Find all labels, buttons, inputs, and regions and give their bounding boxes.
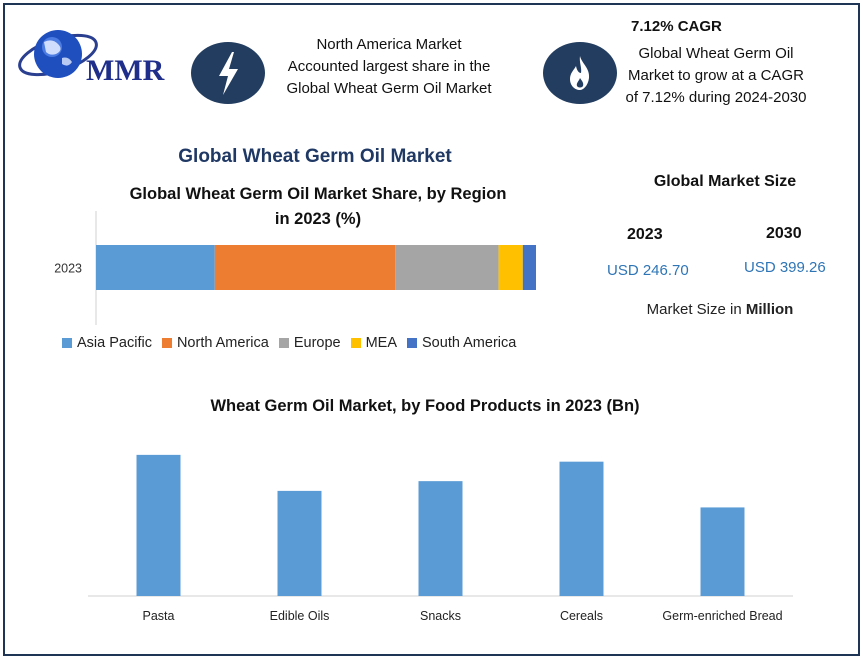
lightning-bolt-icon: [219, 52, 238, 95]
region-chart-legend: Asia Pacific North America Europe MEA South …: [62, 335, 516, 351]
flame-icon: [570, 56, 590, 90]
food-category-label-edible-oils: Edible Oils: [270, 609, 330, 623]
region-bar-segment-europe: [395, 245, 499, 290]
legend-item-north-america: North America: [161, 335, 269, 351]
highlight-left-text: North America Market Accounted largest s…: [262, 34, 516, 100]
cagr-title: 7.12% CAGR: [631, 18, 722, 35]
region-bar-segment-south-america: [522, 245, 536, 290]
infographic-frame: [3, 3, 860, 656]
market-size-value-2023: USD 246.70: [607, 262, 689, 279]
legend-label-north-america: North America: [176, 335, 269, 351]
food-products-chart-title: Wheat Germ Oil Market, by Food Products …: [210, 397, 640, 415]
market-size-note-prefix: Market Size in: [646, 301, 746, 318]
highlight-left-line-3: Global Wheat Germ Oil Market: [286, 80, 492, 97]
logo-text: MMR: [86, 54, 165, 87]
highlight-right-line-3: of 7.12% during 2024-2030: [625, 89, 807, 106]
legend-label-mea: MEA: [365, 335, 398, 351]
legend-label-europe: Europe: [293, 335, 341, 351]
region-chart-title-line-1: Global Wheat Germ Oil Market Share, by R…: [129, 185, 507, 203]
legend-label-asia-pacific: Asia Pacific: [77, 335, 152, 351]
region-bar-segment-asia-pacific: [96, 245, 215, 290]
legend-label-south-america: South America: [422, 335, 517, 351]
region-chart-title-line-2: in 2023 (%): [274, 210, 362, 228]
food-category-label-snacks: Snacks: [420, 609, 461, 623]
region-bar-segment-mea: [498, 245, 523, 290]
highlight-left-icon-badge: [191, 42, 265, 104]
globe-logo-icon: [18, 30, 98, 78]
legend-item-asia-pacific: Asia Pacific: [62, 335, 152, 351]
legend-item-europe: Europe: [278, 335, 341, 351]
legend-item-south-america: South America: [407, 335, 516, 351]
legend-swatch-europe: [278, 338, 289, 348]
food-bar-snacks: [418, 481, 463, 596]
region-chart-title: Global Wheat Germ Oil Market Share, by R…: [98, 182, 538, 232]
highlight-left-line-2: Accounted largest share in the: [287, 58, 491, 75]
food-bar-edible-oils: [277, 490, 322, 596]
food-category-label-pasta: Pasta: [143, 609, 175, 623]
region-bar-segment-north-america: [214, 245, 396, 290]
legend-swatch-asia-pacific: [62, 338, 72, 348]
highlight-right-line-1: Global Wheat Germ Oil: [638, 45, 794, 62]
legend-item-mea: MEA: [350, 335, 398, 351]
region-share-chart: 2023: [54, 211, 536, 325]
food-category-label-germ-enriched-bread: Germ-enriched Bread: [662, 609, 782, 623]
market-size-year-2023: 2023: [627, 226, 663, 243]
main-title: Global Wheat Germ Oil Market: [178, 146, 452, 167]
mmr-logo: MMR: [18, 30, 165, 87]
highlight-right-text: Global Wheat Germ Oil Market to grow at …: [606, 43, 826, 109]
legend-swatch-north-america: [161, 338, 172, 348]
legend-swatch-mea: [350, 338, 361, 348]
legend-swatch-south-america: [407, 338, 418, 348]
food-products-chart: Pasta Edible Oils Snacks Cereals Germ-enrich…: [88, 454, 793, 623]
region-chart-category-label: 2023: [54, 262, 82, 276]
food-category-label-cereals: Cereals: [560, 609, 603, 623]
food-bar-pasta: [136, 454, 181, 596]
highlight-right-icon-badge: [543, 42, 617, 104]
highlight-left-line-1: North America Market: [316, 36, 462, 53]
market-size-year-2030: 2030: [766, 225, 802, 242]
market-size-note: Market Size in Million: [610, 301, 830, 318]
food-bar-germ-enriched-bread: [700, 507, 745, 596]
market-size-note-unit: Million: [745, 301, 794, 318]
highlight-right-line-2: Market to grow at a CAGR: [628, 67, 804, 84]
market-size-title: Global Market Size: [653, 173, 797, 190]
market-size-value-2030: USD 399.26: [744, 259, 826, 276]
food-bar-cereals: [559, 461, 604, 596]
